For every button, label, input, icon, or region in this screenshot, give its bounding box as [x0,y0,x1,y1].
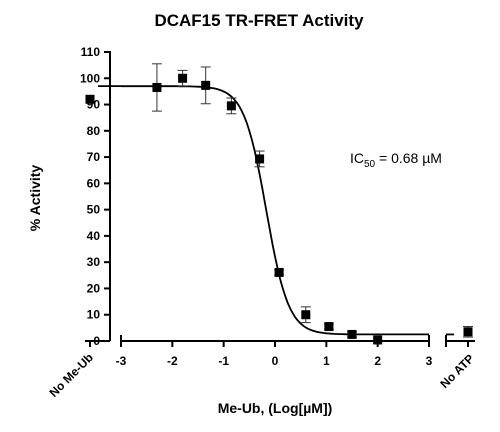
data-point [347,329,357,339]
x-tick-label: 2 [374,354,381,368]
control-tick-label: No Me-Ub [46,350,95,399]
data-point [301,310,311,320]
data-point [226,101,236,111]
ic50-annotation: IC50 = 0.68 µM [350,150,442,170]
ic50-subscript: 50 [364,159,376,170]
data-point [255,154,265,164]
x-tick-label: -2 [167,354,178,368]
y-tick-label: 60 [87,176,101,190]
y-tick-label: 20 [87,281,101,295]
y-tick-label: 30 [87,255,101,269]
data-point [178,73,188,83]
control-data-point [463,327,473,337]
data-point [152,82,162,92]
y-tick-label: 110 [81,45,101,59]
control-data-point [85,94,95,104]
chart-title: DCAF15 TR-FRET Activity [154,11,364,30]
data-point [274,267,284,277]
y-tick-label: 40 [87,229,101,243]
y-tick-label: 70 [87,150,101,164]
fit-curve [121,85,429,336]
data-point [373,335,383,345]
x-tick-label: -1 [218,354,229,368]
x-tick-label: 0 [272,354,279,368]
y-tick-label: 100 [80,71,100,85]
x-tick-label: 1 [323,354,330,368]
y-tick-label: 80 [87,124,101,138]
fit-curve-layer [98,85,454,336]
ic50-prefix: IC [350,150,364,166]
data-point [201,80,211,90]
x-axis-label: Me-Ub, (Log[µM]) [218,400,333,416]
x-tick-label: 3 [426,354,433,368]
control-tick-label: No ATP [437,351,477,391]
y-tick-label: 10 [87,308,101,322]
data-marks [85,63,473,345]
y-tick-label: 50 [87,203,101,217]
data-point [324,322,334,332]
y-axis-label: % Activity [27,165,43,232]
ic50-value: = 0.68 µM [375,150,442,166]
x-tick-label: -3 [116,354,127,368]
